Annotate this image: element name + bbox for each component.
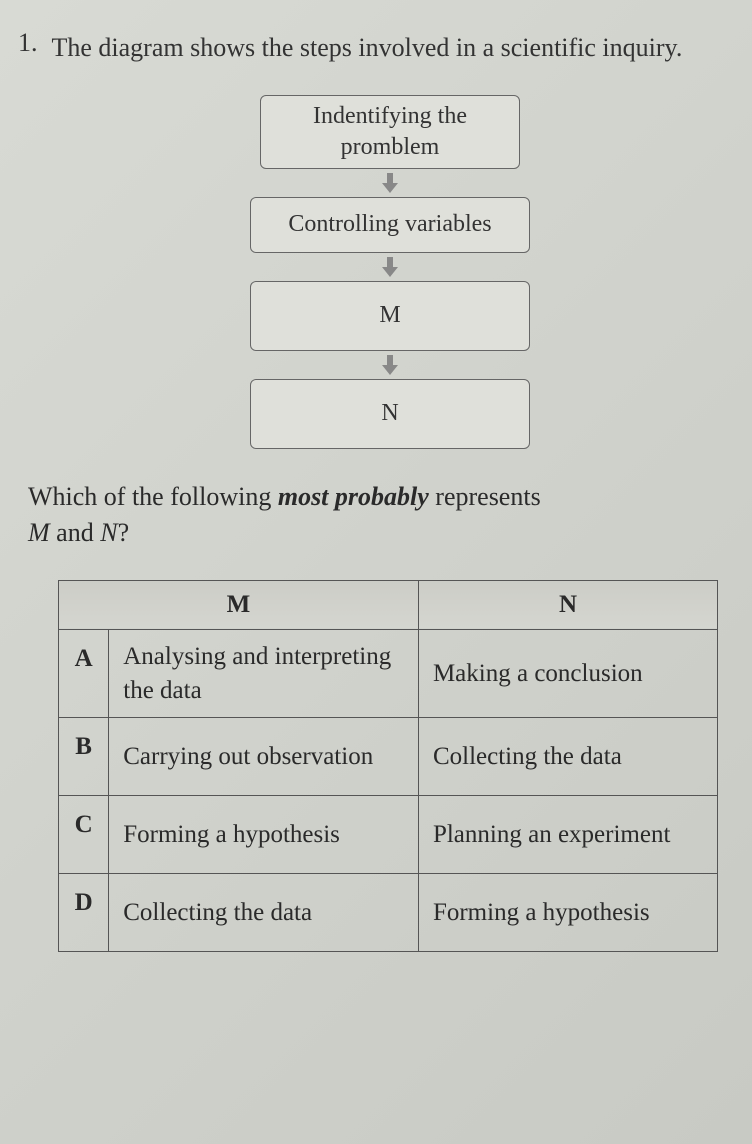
stem-line1: The diagram shows the steps involved in … — [52, 33, 495, 62]
subquestion: Which of the following most probably rep… — [18, 479, 722, 552]
table-header-M: M — [59, 580, 419, 629]
table-header-N: N — [418, 580, 717, 629]
flow-node-2: Controlling variables — [250, 197, 530, 253]
cell-A-N: Making a conclusion — [418, 629, 717, 718]
stem-line2: scientific inquiry. — [501, 33, 683, 62]
question-text: The diagram shows the steps involved in … — [52, 28, 683, 67]
table-row: D Collecting the data Forming a hypothes… — [59, 874, 718, 952]
question-stem: 1. The diagram shows the steps involved … — [18, 28, 722, 67]
row-label-A: A — [59, 629, 109, 718]
arrow-icon — [382, 257, 398, 277]
flow-node-1: Indentifying the promblem — [260, 95, 520, 169]
arrow-icon — [382, 355, 398, 375]
row-label-C: C — [59, 796, 109, 874]
row-label-D: D — [59, 874, 109, 952]
table-row: C Forming a hypothesis Planning an exper… — [59, 796, 718, 874]
answer-table: M N A Analysing and interpreting the dat… — [58, 580, 718, 953]
cell-B-M: Carrying out observation — [109, 718, 419, 796]
cell-D-N: Forming a hypothesis — [418, 874, 717, 952]
subq-prefix: Which of the following — [28, 482, 278, 511]
cell-C-M: Forming a hypothesis — [109, 796, 419, 874]
cell-B-N: Collecting the data — [418, 718, 717, 796]
flow-node-2-label: Controlling variables — [288, 209, 491, 240]
flow-node-1-line2: promblem — [341, 132, 440, 163]
flow-node-4-label: N — [381, 398, 398, 429]
cell-C-N: Planning an experiment — [418, 796, 717, 874]
arrow-icon — [382, 173, 398, 193]
flow-node-4: N — [250, 379, 530, 449]
table-row: B Carrying out observation Collecting th… — [59, 718, 718, 796]
row-label-B: B — [59, 718, 109, 796]
table-header-row: M N — [59, 580, 718, 629]
flowchart: Indentifying the promblem Controlling va… — [18, 95, 722, 449]
flow-node-3-label: M — [379, 300, 400, 331]
flow-node-3: M — [250, 281, 530, 351]
subq-and: and — [50, 518, 101, 547]
subq-qmark: ? — [118, 518, 130, 547]
table-row: A Analysing and interpreting the data Ma… — [59, 629, 718, 718]
subq-suffix: represents — [429, 482, 541, 511]
flow-node-1-line1: Indentifying the — [313, 101, 467, 132]
question-number: 1. — [18, 28, 38, 58]
cell-D-M: Collecting the data — [109, 874, 419, 952]
subq-M: M — [28, 518, 50, 547]
subq-N: N — [100, 518, 117, 547]
subq-emphasis: most probably — [278, 482, 429, 511]
cell-A-M: Analysing and interpreting the data — [109, 629, 419, 718]
